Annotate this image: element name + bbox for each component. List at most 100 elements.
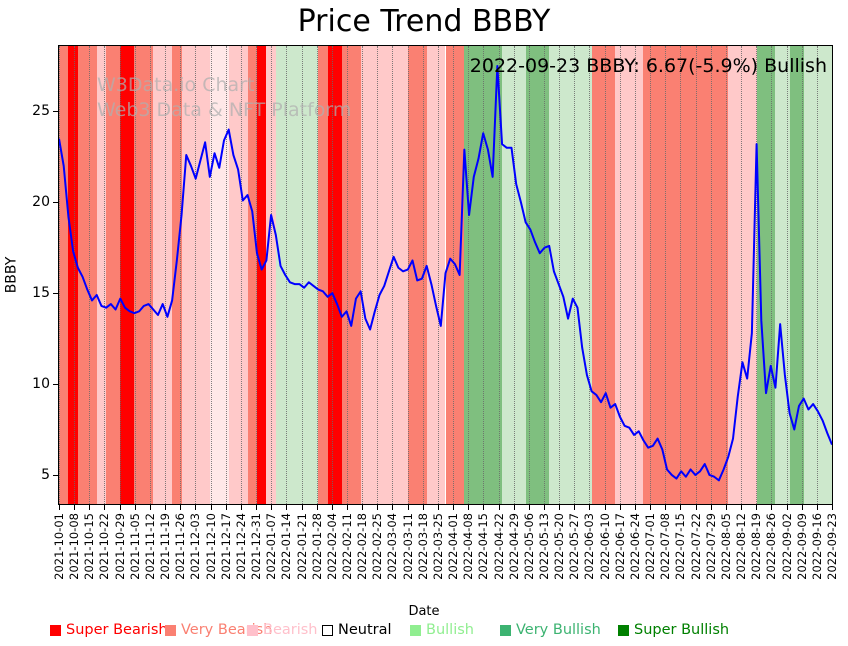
- x-tick-mark: [725, 505, 727, 510]
- legend-item-neutral[interactable]: Neutral: [322, 618, 392, 642]
- grid-line: [407, 46, 409, 504]
- legend: Super Bearish Very Bearish Bearish Neutral B…: [0, 618, 848, 642]
- x-tick-label: 2021-10-29: [112, 513, 127, 580]
- x-tick-label: 2021-11-05: [127, 513, 142, 580]
- grid-line: [786, 46, 788, 504]
- legend-item-super-bullish[interactable]: Super Bullish: [618, 618, 729, 642]
- x-tick-mark: [240, 505, 242, 510]
- grid-line: [362, 46, 364, 504]
- x-tick-mark: [695, 505, 697, 510]
- x-tick-mark: [331, 505, 333, 510]
- x-tick-label: 2022-07-29: [703, 513, 718, 580]
- legend-label: Super Bearish: [66, 622, 168, 638]
- x-tick-label: 2022-01-21: [294, 513, 309, 580]
- grid-line: [665, 46, 667, 504]
- x-tick-label: 2021-10-15: [82, 513, 97, 580]
- x-tick-label: 2022-08-26: [764, 513, 779, 580]
- legend-item-super-bearish[interactable]: Super Bearish: [50, 618, 168, 642]
- x-tick-label: 2022-01-14: [279, 513, 294, 580]
- x-tick-label: 2021-12-31: [249, 513, 264, 580]
- x-tick-label: 2021-12-10: [203, 513, 218, 580]
- x-tick-mark: [271, 505, 273, 510]
- grid-line: [619, 46, 621, 504]
- x-tick-mark: [513, 505, 515, 510]
- y-tick-mark: [53, 111, 58, 113]
- grid-line: [301, 46, 303, 504]
- grid-line: [559, 46, 561, 504]
- x-tick-label: 2022-09-23: [825, 513, 839, 580]
- sentiment-band-bearish: [360, 46, 408, 504]
- x-tick-mark: [786, 505, 788, 510]
- x-tick-mark: [422, 505, 424, 510]
- sentiment-band-super_bearish: [327, 46, 342, 504]
- x-tick-label: 2022-02-04: [324, 513, 339, 580]
- grid-line: [392, 46, 394, 504]
- x-tick-label: 2021-10-22: [97, 513, 112, 580]
- sentiment-band-super_bearish: [68, 46, 78, 504]
- x-tick-mark: [574, 505, 576, 510]
- x-tick-label: 2022-06-24: [627, 513, 642, 580]
- x-tick-mark: [377, 505, 379, 510]
- grid-line: [286, 46, 288, 504]
- y-tick-mark: [53, 384, 58, 386]
- grid-line: [604, 46, 606, 504]
- grid-line: [483, 46, 485, 504]
- x-tick-mark: [316, 505, 318, 510]
- x-tick-label: 2021-11-12: [142, 513, 157, 580]
- legend-label: Neutral: [338, 622, 392, 638]
- legend-label: Bearish: [263, 622, 318, 638]
- grid-line: [725, 46, 727, 504]
- x-tick-label: 2022-07-01: [643, 513, 658, 580]
- grid-line: [680, 46, 682, 504]
- grid-line: [346, 46, 348, 504]
- grid-line: [437, 46, 439, 504]
- sentiment-band-very_bullish: [789, 46, 804, 504]
- grid-line: [468, 46, 470, 504]
- x-tick-mark: [89, 505, 91, 510]
- grid-line: [695, 46, 697, 504]
- legend-label: Very Bullish: [516, 622, 601, 638]
- plot-area[interactable]: W3Data.io Chart Web3 Data & NFT Platform…: [58, 45, 833, 505]
- x-tick-label: 2022-07-22: [688, 513, 703, 580]
- x-tick-label: 2022-04-08: [461, 513, 476, 580]
- x-tick-label: 2022-07-15: [673, 513, 688, 580]
- x-tick-mark: [816, 505, 818, 510]
- sentiment-band-bearish: [96, 46, 107, 504]
- x-tick-mark: [195, 505, 197, 510]
- legend-item-bearish[interactable]: Bearish: [247, 618, 318, 642]
- x-tick-mark: [286, 505, 288, 510]
- x-tick-label: 2022-08-05: [718, 513, 733, 580]
- grid-line: [544, 46, 546, 504]
- x-tick-mark: [528, 505, 530, 510]
- legend-item-bullish[interactable]: Bullish: [410, 618, 474, 642]
- x-tick-mark: [832, 505, 833, 510]
- sentiment-band-neutral_light: [209, 46, 229, 504]
- sentiment-band-super_bearish: [120, 46, 135, 504]
- grid-line: [498, 46, 500, 504]
- x-tick-mark: [756, 505, 758, 510]
- grid-line: [816, 46, 818, 504]
- x-tick-mark: [544, 505, 546, 510]
- x-tick-label: 2021-11-19: [158, 513, 173, 580]
- x-tick-mark: [559, 505, 561, 510]
- legend-swatch-icon: [247, 624, 258, 636]
- grid-line: [331, 46, 333, 504]
- price-line-series: [59, 64, 832, 482]
- y-tick-label: 10: [32, 376, 50, 393]
- price-line: [59, 64, 832, 482]
- y-tick-label: 15: [32, 285, 50, 302]
- sentiment-band-bullish: [803, 46, 832, 504]
- y-tick-mark: [53, 202, 58, 204]
- sentiment-band-very_bearish: [77, 46, 97, 504]
- x-tick-label: 2022-07-08: [658, 513, 673, 580]
- legend-item-very-bullish[interactable]: Very Bullish: [500, 618, 601, 642]
- sentiment-band-bearish: [426, 46, 446, 504]
- grid-line: [832, 46, 833, 504]
- grid-line: [801, 46, 803, 504]
- latest-value-annotation: 2022-09-23 BBBY: 6.67(-5.9%) Bullish: [469, 55, 827, 77]
- x-tick-mark: [604, 505, 606, 510]
- grid-line: [316, 46, 318, 504]
- sentiment-band-bearish: [153, 46, 173, 504]
- x-tick-mark: [346, 505, 348, 510]
- x-tick-label: 2021-11-26: [173, 513, 188, 580]
